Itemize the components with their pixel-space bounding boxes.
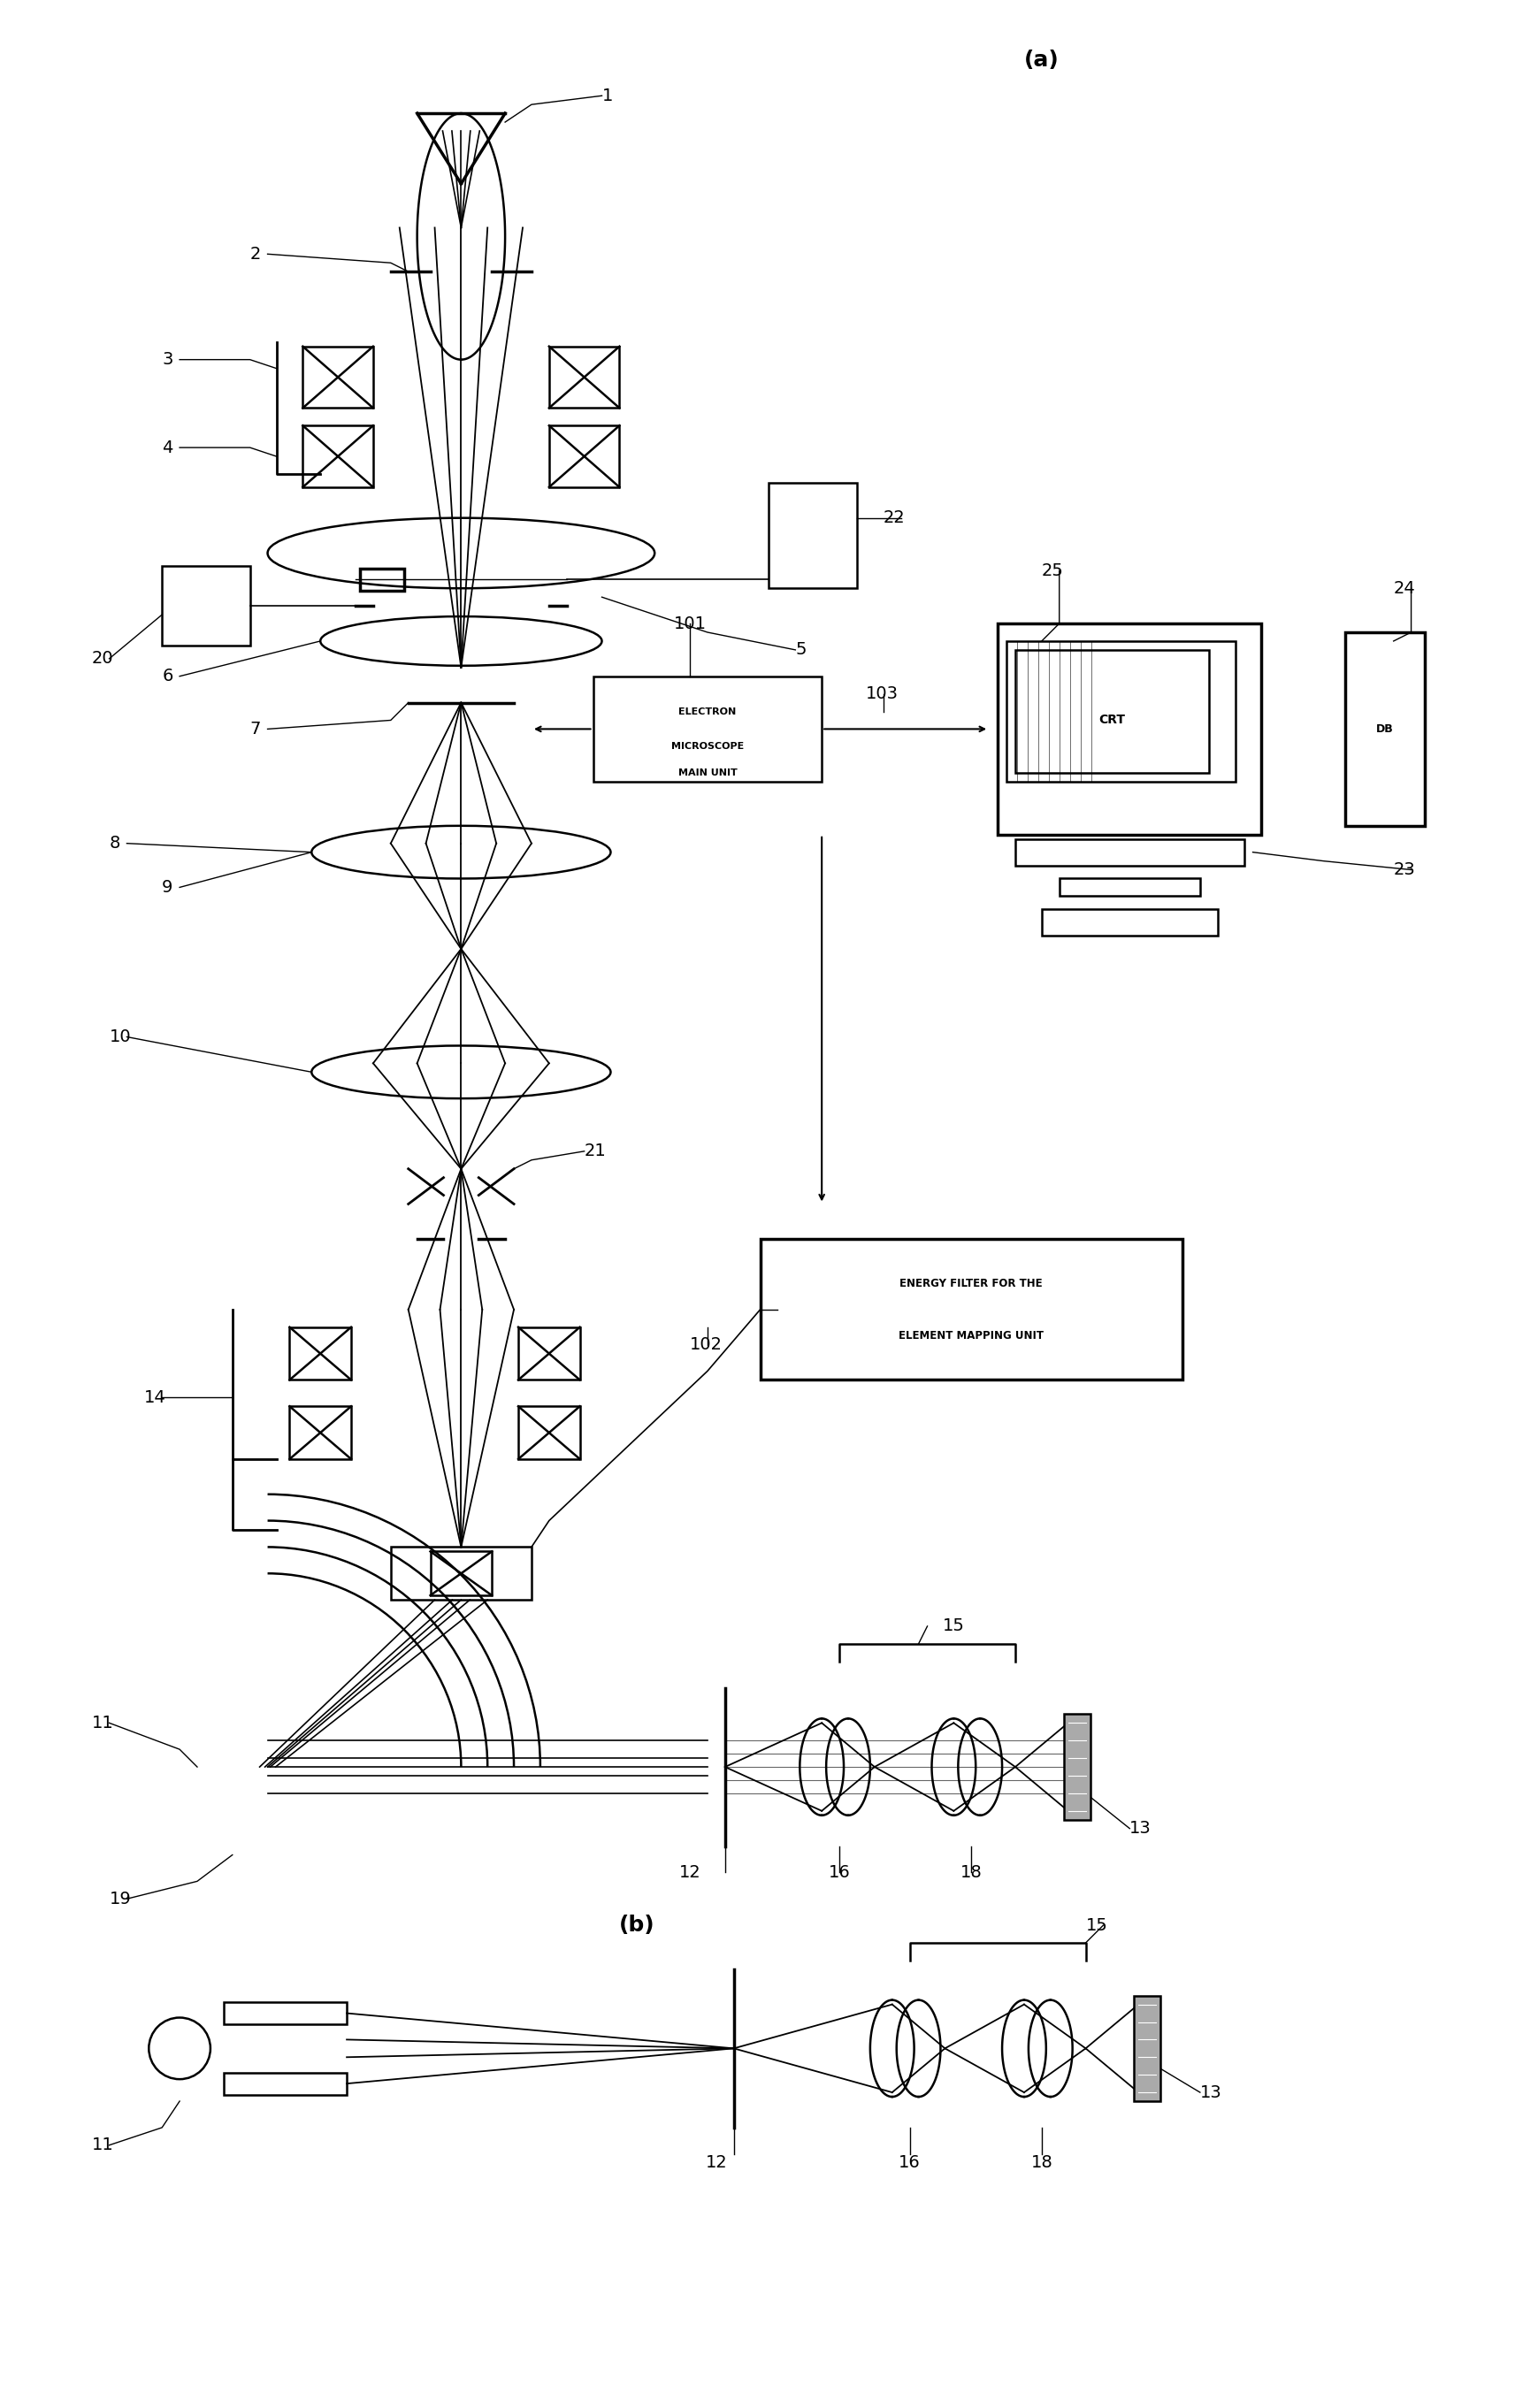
Text: 18: 18 (960, 1864, 983, 1881)
Bar (303, 347, 374, 407)
Bar (1346, 633, 1424, 826)
Text: 15: 15 (943, 1618, 964, 1635)
Bar (360, 568, 404, 590)
Text: ENERGY FILTER FOR THE: ENERGY FILTER FOR THE (900, 1276, 1043, 1288)
Bar (998, 624, 1261, 836)
Text: (b): (b) (620, 1914, 655, 1936)
Text: 2: 2 (251, 246, 261, 262)
Text: MICROSCOPE: MICROSCOPE (671, 742, 744, 751)
Text: 6: 6 (161, 667, 172, 684)
Text: 7: 7 (251, 720, 261, 737)
Text: ELECTRON: ELECTRON (678, 708, 737, 715)
Bar (1006, 641, 1235, 783)
Text: 16: 16 (829, 1864, 851, 1881)
Bar (1041, 910, 1218, 937)
Text: 8: 8 (109, 836, 120, 852)
Text: 5: 5 (795, 641, 806, 657)
Text: 4: 4 (161, 438, 172, 455)
Text: 22: 22 (883, 510, 906, 527)
Text: 11: 11 (92, 2136, 114, 2153)
Text: 11: 11 (92, 1714, 114, 1731)
Bar (549, 347, 620, 407)
Text: ELEMENT MAPPING UNIT: ELEMENT MAPPING UNIT (898, 1329, 1044, 1341)
Bar (161, 566, 251, 645)
Bar (431, 1551, 492, 1597)
Bar (518, 1327, 580, 1380)
Text: 14: 14 (145, 1389, 166, 1406)
Text: 24: 24 (1393, 580, 1415, 597)
Bar (391, 1546, 532, 1599)
Bar (223, 2073, 346, 2095)
Text: 25: 25 (1041, 563, 1064, 578)
Bar (1015, 838, 1244, 864)
Text: 16: 16 (898, 2155, 921, 2172)
Text: MAIN UNIT: MAIN UNIT (678, 768, 737, 778)
Text: 3: 3 (161, 352, 172, 368)
Text: 1: 1 (601, 87, 612, 104)
Bar (518, 1406, 580, 1459)
Text: 19: 19 (109, 1890, 131, 1907)
Text: 102: 102 (691, 1336, 723, 1353)
Text: 9: 9 (161, 879, 172, 896)
Bar (303, 426, 374, 486)
Bar (1060, 879, 1200, 896)
Bar (289, 1327, 351, 1380)
Bar (1064, 1714, 1090, 1820)
Text: 13: 13 (1200, 2083, 1221, 2100)
Text: 20: 20 (92, 650, 114, 667)
Bar (1134, 1996, 1161, 2102)
Text: 23: 23 (1393, 862, 1415, 879)
Text: 12: 12 (706, 2155, 727, 2172)
Text: 13: 13 (1130, 1820, 1152, 1837)
Text: 15: 15 (1086, 1917, 1107, 1934)
Bar (1015, 650, 1209, 773)
Text: CRT: CRT (1098, 715, 1126, 727)
Bar (223, 2001, 346, 2025)
Text: 12: 12 (678, 1864, 701, 1881)
Bar (594, 677, 821, 783)
Text: 21: 21 (584, 1144, 606, 1161)
Bar (760, 1240, 1183, 1380)
Text: 18: 18 (1030, 2155, 1052, 2172)
Text: 103: 103 (866, 686, 898, 703)
Bar (289, 1406, 351, 1459)
Bar (549, 426, 620, 486)
Text: (a): (a) (1024, 51, 1060, 72)
Text: DB: DB (1377, 722, 1393, 734)
Text: 101: 101 (674, 614, 706, 631)
Text: 10: 10 (109, 1028, 131, 1045)
Bar (769, 482, 857, 588)
